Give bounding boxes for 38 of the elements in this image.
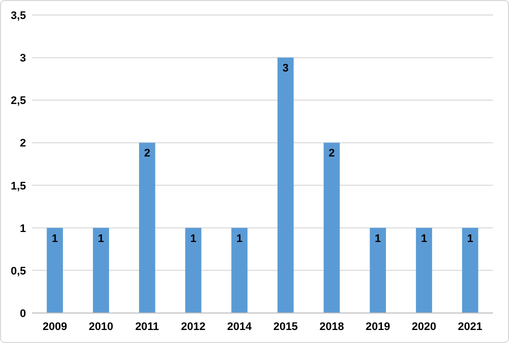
bar bbox=[277, 58, 294, 313]
y-tick-label: 2 bbox=[20, 138, 26, 150]
data-label: 1 bbox=[190, 232, 196, 245]
bar bbox=[92, 228, 110, 313]
data-label: 1 bbox=[420, 232, 428, 245]
data-label: 1 bbox=[52, 232, 58, 245]
y-tick-label: 2,5 bbox=[10, 95, 26, 108]
y-tick-label: 3,5 bbox=[10, 10, 26, 22]
x-tick-label: 2014 bbox=[227, 321, 253, 333]
x-tick-label: 2009 bbox=[42, 321, 68, 333]
bar bbox=[185, 228, 202, 313]
data-label: 1 bbox=[236, 232, 242, 245]
x-tick-label: 2019 bbox=[366, 321, 390, 333]
data-label: 1 bbox=[467, 232, 474, 245]
bar bbox=[139, 142, 156, 313]
y-tick-label: 3 bbox=[20, 52, 26, 65]
x-tick-label: 2015 bbox=[273, 321, 298, 333]
data-label: 3 bbox=[282, 62, 289, 75]
y-tick-label: 1,5 bbox=[10, 180, 26, 192]
x-tick-label: 2010 bbox=[88, 321, 114, 333]
bar bbox=[231, 228, 248, 313]
y-tick-label: 0 bbox=[20, 308, 26, 320]
data-label: 1 bbox=[374, 232, 381, 245]
data-label: 1 bbox=[98, 232, 104, 245]
x-tick-label: 2020 bbox=[412, 321, 436, 333]
x-tick-label: 2012 bbox=[181, 321, 206, 333]
x-tick-label: 2021 bbox=[458, 321, 482, 333]
bar bbox=[324, 142, 340, 313]
bar bbox=[416, 228, 432, 313]
y-tick-label: 1 bbox=[20, 222, 26, 235]
x-tick-label: 2011 bbox=[135, 321, 160, 333]
y-tick-label: 0,5 bbox=[10, 265, 26, 278]
x-tick-label: 2018 bbox=[319, 321, 344, 333]
bar bbox=[46, 228, 63, 313]
data-label: 2 bbox=[144, 148, 150, 160]
data-label: 2 bbox=[328, 148, 335, 160]
bar bbox=[370, 228, 386, 313]
bar bbox=[462, 228, 478, 313]
